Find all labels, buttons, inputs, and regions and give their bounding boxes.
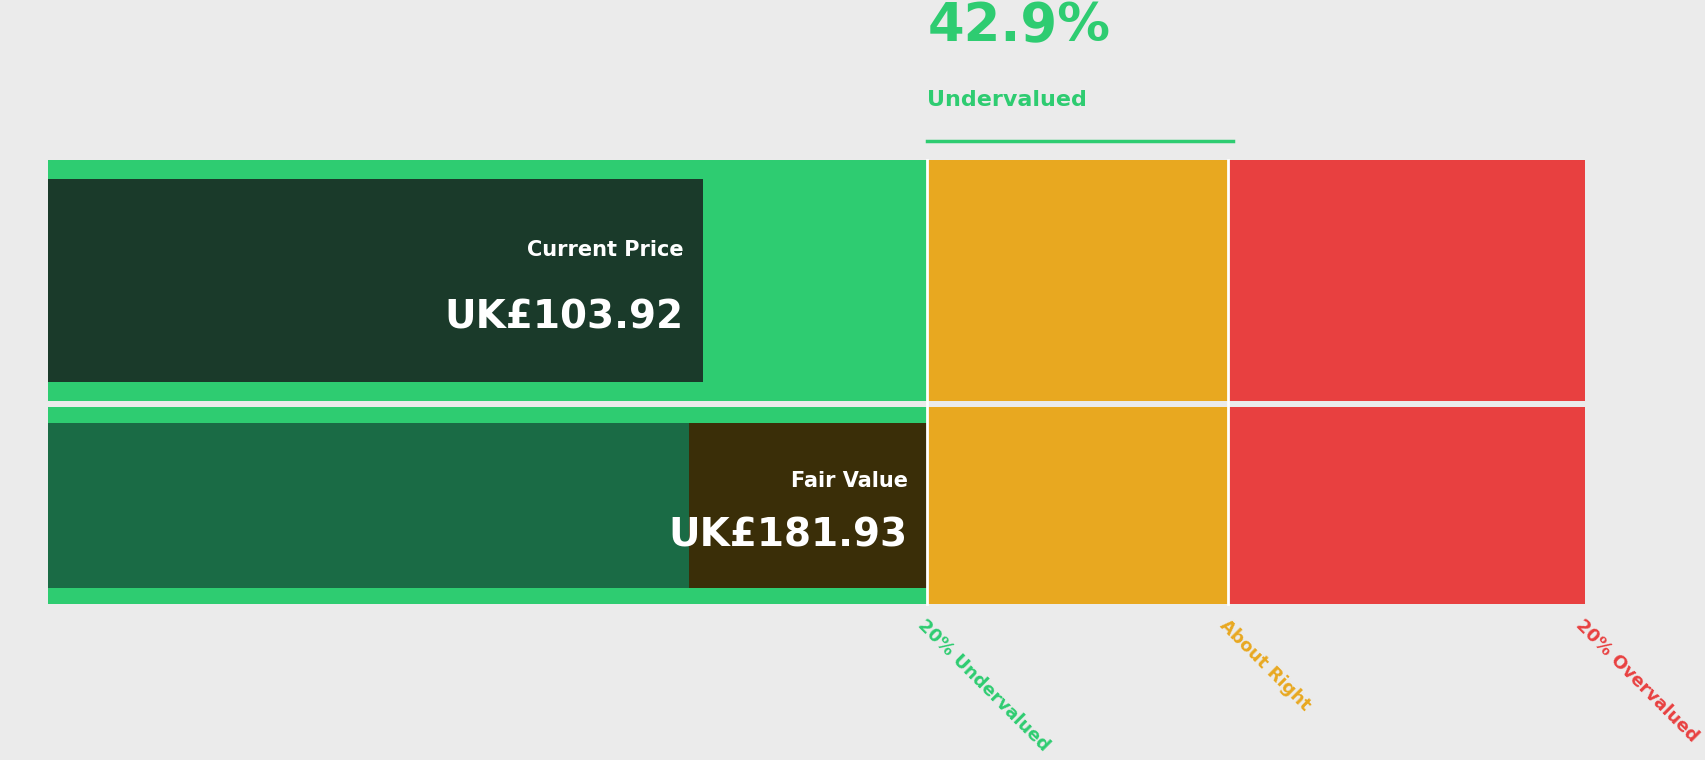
Bar: [48, 407, 928, 603]
Text: About Right: About Right: [1216, 616, 1313, 714]
Bar: [928, 407, 1228, 603]
Text: Undervalued: Undervalued: [928, 90, 1086, 109]
Text: 20% Overvalued: 20% Overvalued: [1572, 616, 1700, 746]
Text: UK£181.93: UK£181.93: [668, 516, 907, 554]
Bar: [928, 160, 1228, 401]
Text: 20% Undervalued: 20% Undervalued: [914, 616, 1052, 755]
Bar: [48, 160, 928, 401]
Bar: [1228, 407, 1584, 603]
Bar: [689, 423, 928, 588]
Bar: [48, 423, 928, 588]
Text: Fair Value: Fair Value: [791, 471, 907, 491]
Text: 42.9%: 42.9%: [928, 1, 1110, 52]
Bar: [48, 179, 702, 382]
Text: Current Price: Current Price: [527, 240, 684, 260]
Bar: [1228, 160, 1584, 401]
Text: UK£103.92: UK£103.92: [445, 298, 684, 336]
